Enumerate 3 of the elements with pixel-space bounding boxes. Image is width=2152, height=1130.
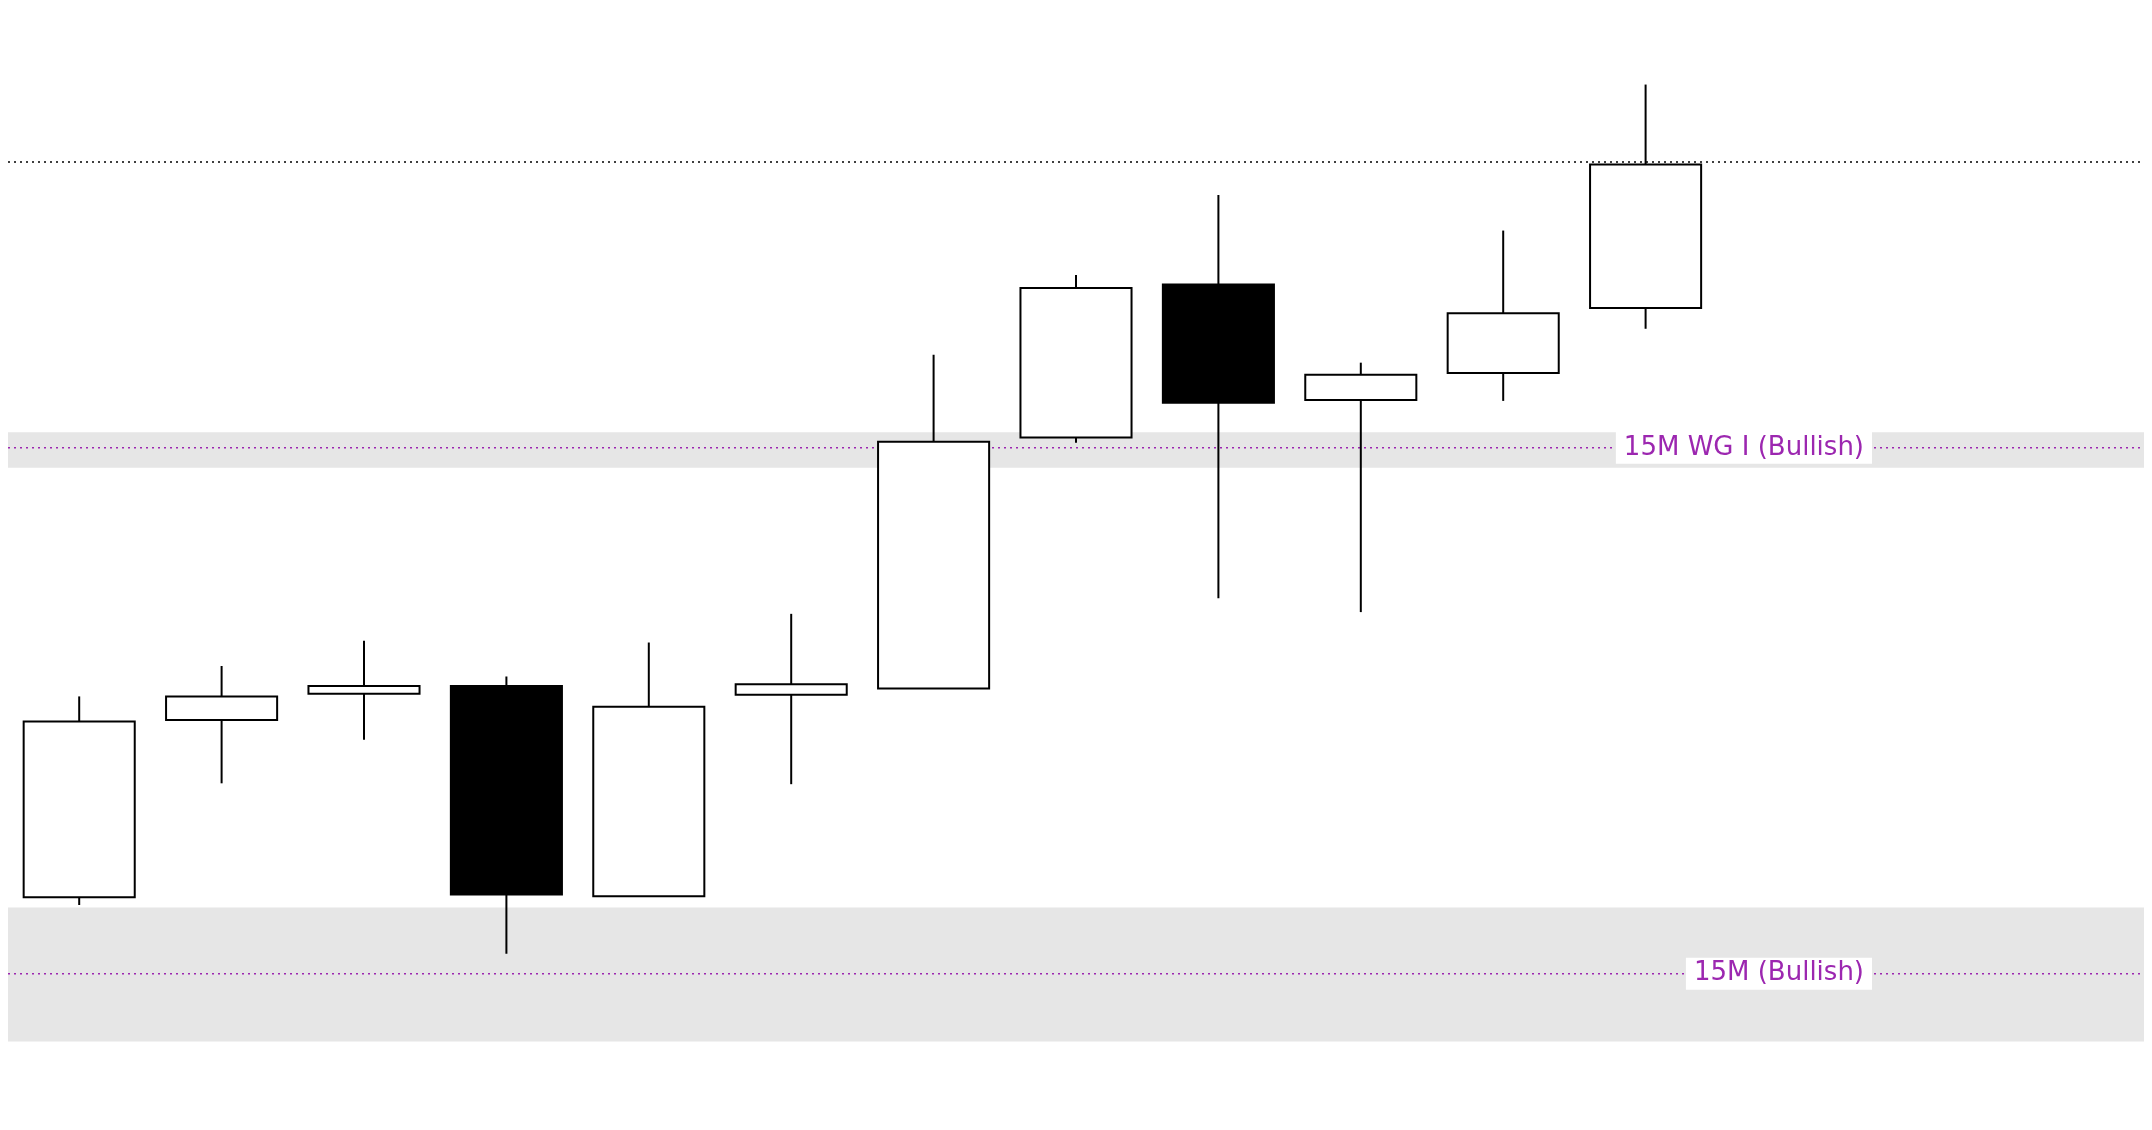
ref-line-label: 15M (Bullish) [1693, 956, 1865, 987]
candlestick [1304, 361, 1418, 614]
ref-line-label: 15M WG I (Bullish) [1623, 430, 1865, 461]
